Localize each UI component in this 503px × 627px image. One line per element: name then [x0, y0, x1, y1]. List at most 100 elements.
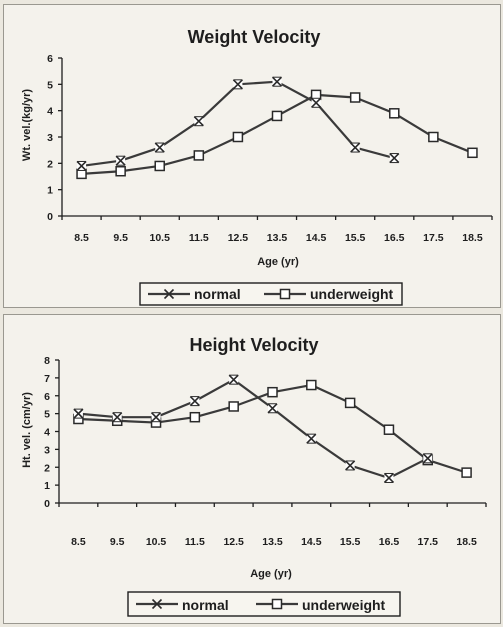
series-layer: [76, 76, 478, 180]
x-tick-label: 14.5: [306, 232, 327, 244]
data-point-normal: [73, 408, 84, 419]
axes: 0 1 2 3 4 5 6 7 8 8.5 9.5 10.5 11.5 12.5 13.5 14.5 15.5 1…: [44, 355, 487, 548]
x-tick-label: 17.5: [418, 536, 439, 548]
data-point-underweight: [154, 160, 165, 172]
x-tick-label: 11.5: [185, 536, 205, 548]
data-point-underweight: [232, 131, 244, 143]
x-tick-label: 8.5: [71, 536, 86, 548]
legend-label-normal: normal: [194, 286, 241, 302]
chart-title: Height Velocity: [189, 335, 318, 355]
data-point-underweight: [383, 424, 395, 435]
x-axis-title: Age (yr): [250, 568, 292, 580]
data-point-normal: [112, 412, 123, 423]
y-axis-title: Ht. vel. (cm/yr): [21, 392, 33, 468]
legend-label-underweight: underweight: [302, 597, 386, 613]
data-point-normal: [189, 396, 200, 407]
data-point-normal: [383, 472, 395, 484]
data-point-underweight: [271, 110, 283, 122]
x-tick-label: 18.5: [462, 232, 483, 244]
weight-velocity-chart: Weight Velocity Wt. vel.(kg/yr) Age (yr)…: [3, 4, 501, 308]
legend-label-underweight: underweight: [310, 286, 394, 302]
height-velocity-chart: Height Velocity Ht. vel. (cm/yr) Age (yr…: [3, 314, 501, 624]
y-tick-label: 0: [44, 498, 50, 510]
y-tick-label: 4: [47, 106, 53, 118]
axes: 0 1 2 3 4 5 6 8.5 9.5 10.5 11.5 12.5 13.5 14.5 15.5 16.…: [47, 53, 493, 244]
y-tick-label: 5: [47, 79, 53, 91]
data-point-normal: [271, 76, 283, 87]
y-tick-label: 1: [47, 185, 53, 197]
height-velocity-svg: Height Velocity Ht. vel. (cm/yr) Age (yr…: [21, 335, 487, 617]
chart-title: Weight Velocity: [188, 27, 321, 47]
data-point-normal: [232, 79, 243, 90]
x-tick-label: 12.5: [228, 232, 249, 244]
data-point-normal: [345, 460, 356, 471]
series-line-underweight: [81, 93, 473, 175]
x-tick-label: 15.5: [345, 232, 366, 244]
x-tick-label: 10.5: [150, 232, 171, 244]
x-tick-label: 16.5: [379, 536, 400, 548]
y-tick-label: 5: [44, 409, 50, 421]
x-tick-label: 13.5: [262, 536, 283, 548]
data-point-normal: [193, 116, 204, 127]
x-tick-label: 13.5: [267, 232, 288, 244]
data-point-normal: [422, 453, 433, 464]
x-tick-label: 17.5: [423, 232, 444, 244]
x-tick-label: 9.5: [113, 232, 128, 244]
legend-underweight-marker: [279, 288, 291, 300]
data-point-underweight: [461, 467, 472, 478]
legend-underweight-marker: [271, 598, 283, 610]
data-point-normal: [267, 403, 278, 414]
data-point-underweight: [306, 379, 317, 391]
data-point-underweight: [267, 386, 278, 398]
data-point-underweight: [349, 92, 361, 103]
data-point-normal: [154, 142, 165, 153]
x-tick-label: 18.5: [456, 536, 477, 548]
y-axis-title: Wt. vel.(kg/yr): [21, 89, 33, 161]
series-layer: [73, 374, 472, 484]
data-point-normal: [228, 374, 239, 385]
y-tick-label: 2: [47, 158, 53, 170]
data-point-underweight: [389, 108, 400, 119]
x-tick-label: 15.5: [340, 536, 361, 548]
x-tick-label: 16.5: [384, 232, 405, 244]
legend-label-normal: normal: [182, 597, 229, 613]
x-tick-label: 9.5: [110, 536, 125, 548]
x-axis-title: Age (yr): [257, 256, 299, 268]
y-tick-label: 4: [44, 427, 50, 439]
y-tick-label: 6: [44, 391, 50, 403]
data-point-underweight: [428, 131, 439, 143]
data-point-normal: [115, 155, 126, 166]
weight-velocity-svg: Weight Velocity Wt. vel.(kg/yr) Age (yr)…: [21, 27, 493, 306]
data-point-underweight: [189, 411, 201, 423]
data-point-normal: [306, 433, 317, 444]
y-tick-label: 7: [44, 373, 50, 385]
data-point-underweight: [228, 401, 239, 412]
y-tick-label: 3: [44, 444, 50, 456]
y-tick-label: 1: [44, 480, 50, 492]
legend-normal-marker: [151, 598, 163, 610]
data-point-underweight: [344, 397, 356, 409]
legend: normal underweight: [139, 282, 403, 306]
x-tick-label: 11.5: [189, 232, 209, 244]
y-tick-label: 6: [47, 53, 53, 65]
data-point-normal: [389, 153, 400, 164]
y-tick-label: 8: [44, 355, 50, 367]
data-point-normal: [76, 160, 87, 172]
data-point-underweight: [115, 165, 126, 177]
legend-normal-marker: [163, 288, 175, 300]
x-tick-label: 10.5: [146, 536, 167, 548]
y-tick-label: 0: [47, 211, 53, 223]
x-tick-label: 8.5: [74, 232, 89, 244]
y-tick-label: 2: [44, 462, 50, 474]
data-point-normal: [311, 97, 322, 108]
data-point-normal: [150, 412, 162, 423]
data-point-underweight: [467, 147, 478, 159]
series-line-normal: [78, 378, 429, 480]
x-tick-label: 14.5: [301, 536, 322, 548]
data-point-normal: [350, 142, 361, 153]
series-line-normal: [81, 80, 395, 168]
legend: normal underweight: [127, 591, 401, 617]
y-tick-label: 3: [47, 132, 53, 144]
series-line-underweight: [78, 383, 467, 474]
